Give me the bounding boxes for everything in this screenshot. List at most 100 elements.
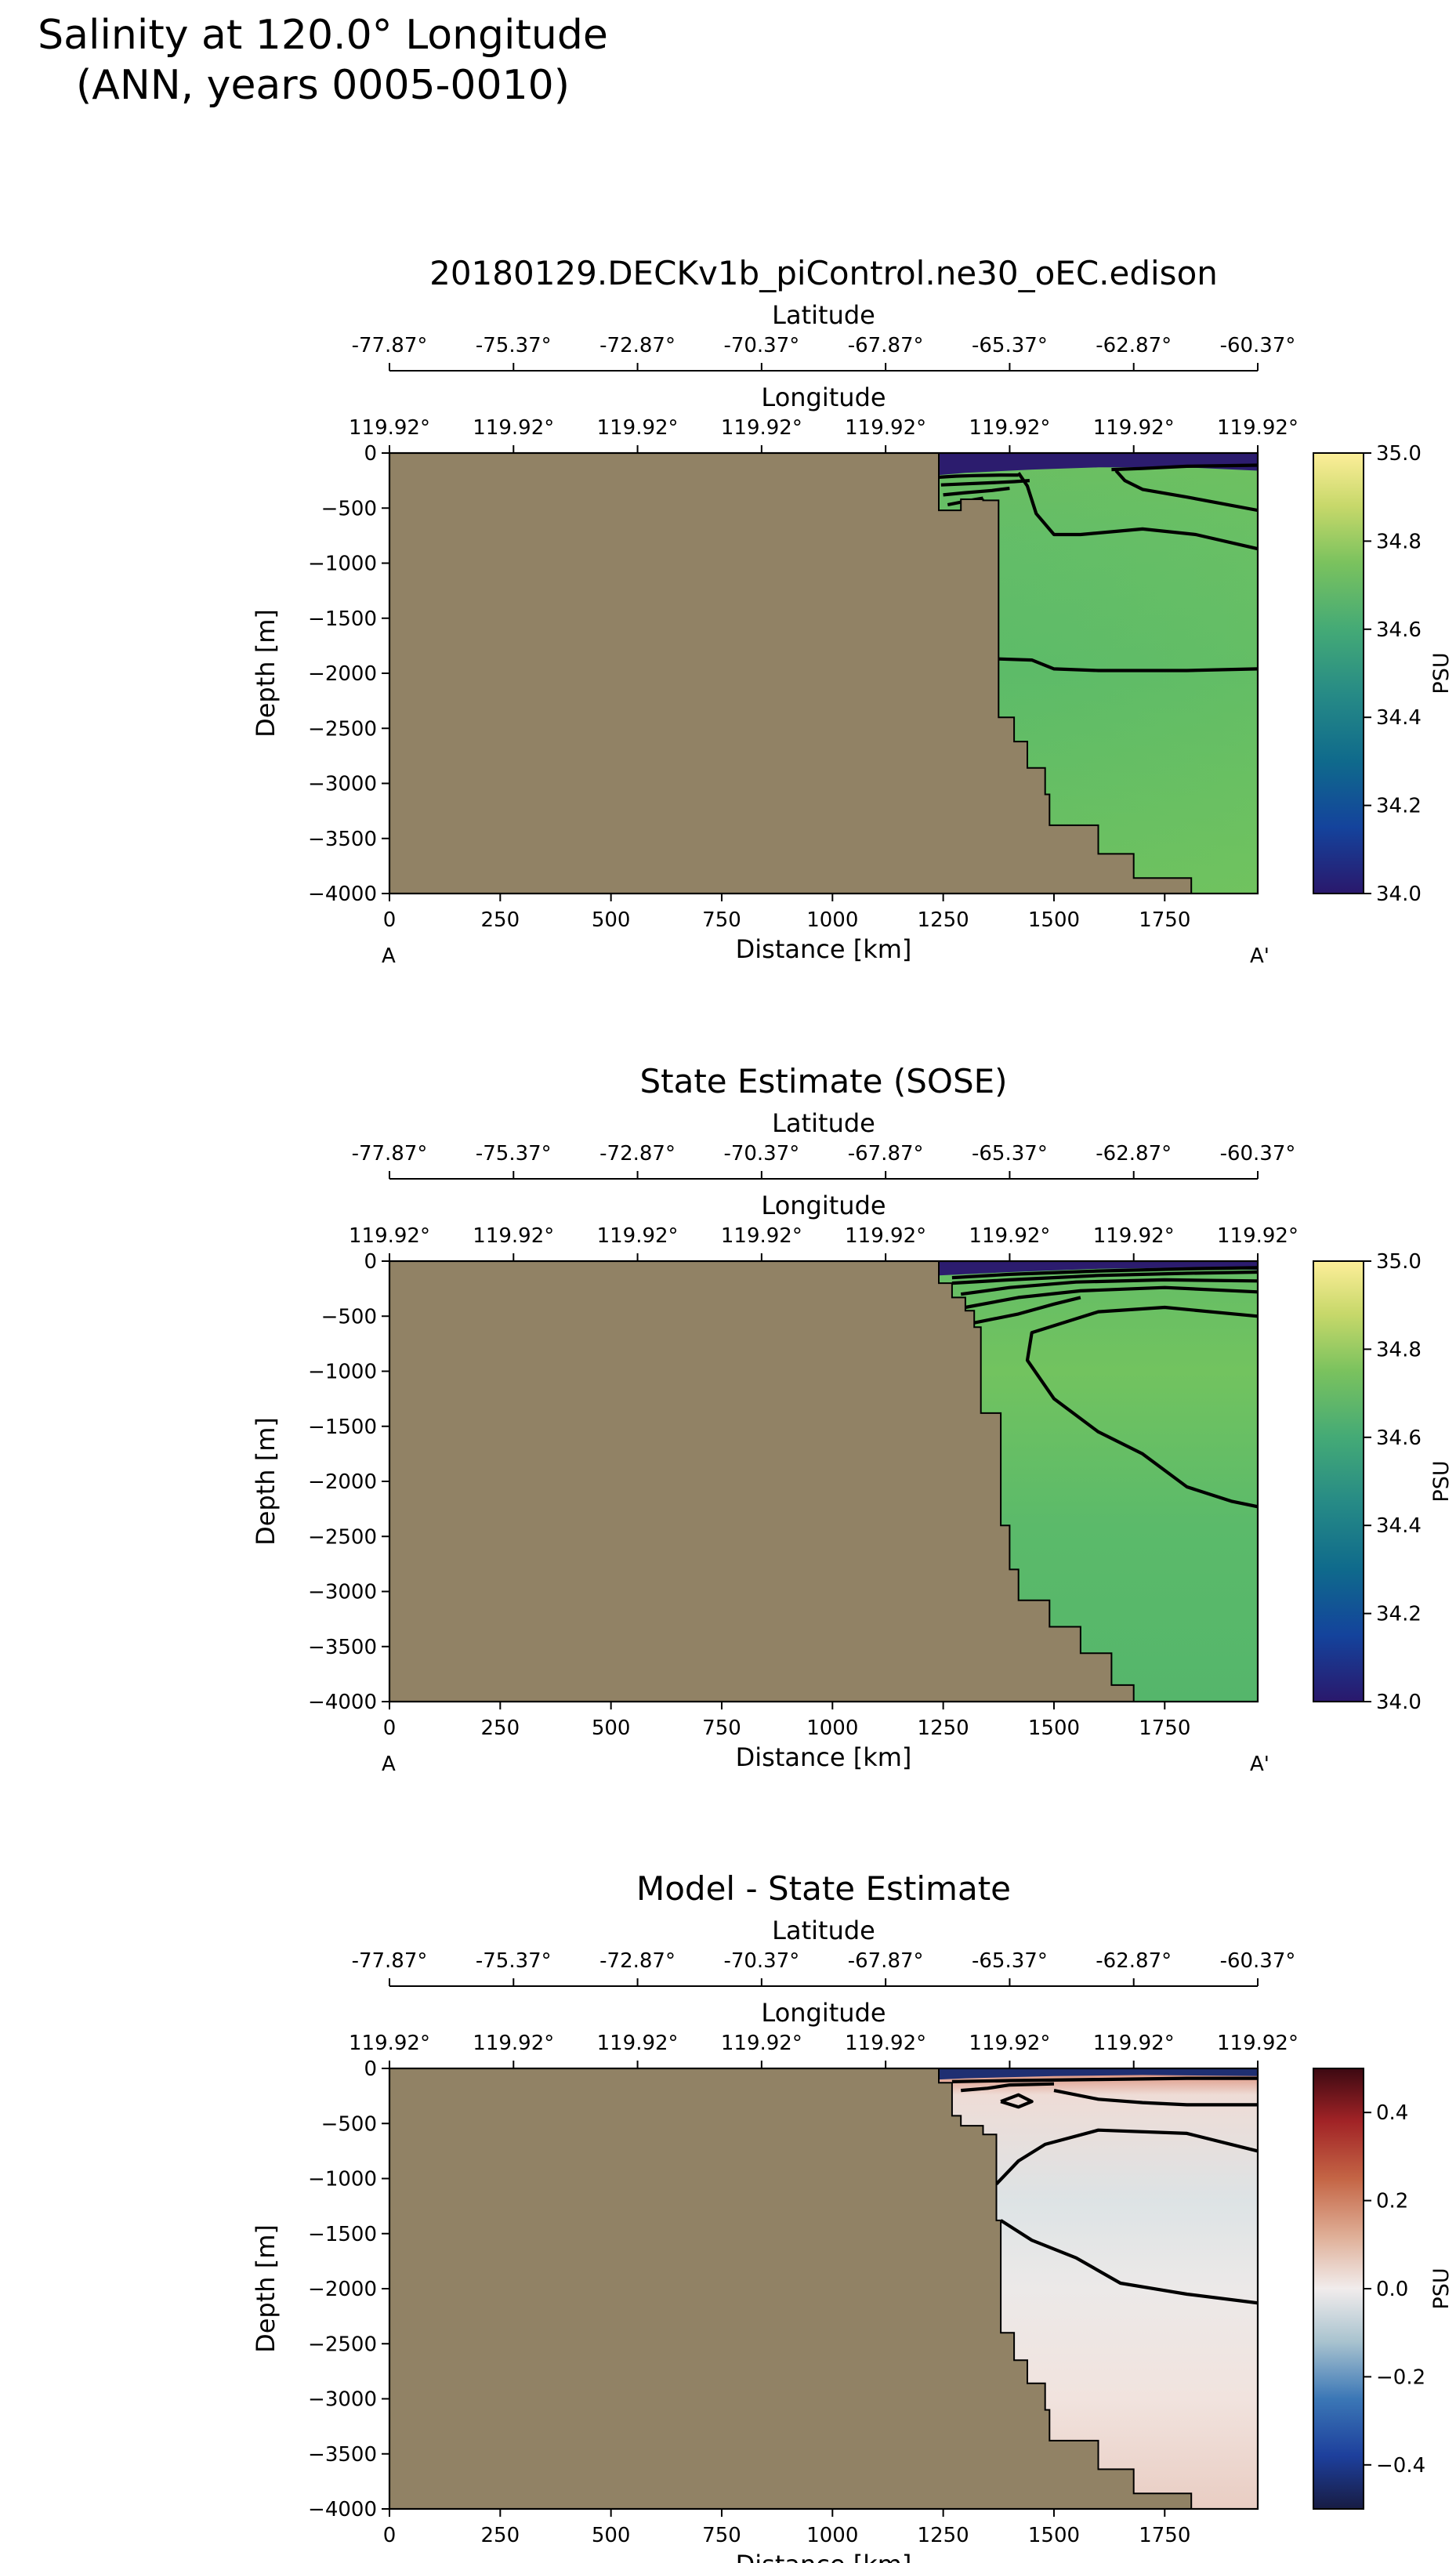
- colorbar-tick-label: 0.2: [1376, 2190, 1408, 2213]
- longitude-tick-label: 119.92°: [721, 1224, 802, 1248]
- contour-line-5: [973, 1296, 1081, 1325]
- contour-line-1: [938, 473, 1019, 479]
- latitude-tick-label: -77.87°: [352, 334, 428, 357]
- section-end-label: A': [1250, 1753, 1269, 1776]
- x-tick-label: 250: [481, 908, 520, 932]
- colorbar-tick-label: 34.8: [1376, 530, 1422, 553]
- contour-line-3: [943, 486, 1010, 497]
- latitude-tick-label: -77.87°: [352, 1949, 428, 1973]
- latitude-axis-label: Latitude: [772, 1108, 875, 1138]
- bathymetry-land: [389, 1261, 1135, 1702]
- longitude-tick-label: 119.92°: [969, 416, 1050, 440]
- contour-line-3: [1000, 2093, 1034, 2109]
- longitude-tick-label: 119.92°: [845, 416, 926, 440]
- latitude-tick-label: -62.87°: [1096, 334, 1172, 357]
- latitude-tick-label: -65.37°: [972, 1949, 1048, 1973]
- latitude-tick-label: -72.87°: [599, 1142, 675, 1165]
- contour-line-3: [960, 1278, 1258, 1296]
- section-end-label: A': [1250, 944, 1269, 968]
- contour-line-4: [1053, 2089, 1258, 2107]
- colorbar-tick-label: 35.0: [1376, 442, 1422, 466]
- latitude-tick-label: -70.37°: [723, 1142, 799, 1165]
- x-tick-label: 1500: [1028, 2524, 1080, 2547]
- contour-line-6: [1025, 1305, 1258, 1509]
- contour-line-4: [965, 1285, 1258, 1310]
- colorbar-tick-label: −0.4: [1376, 2454, 1425, 2478]
- longitude-axis-label: Longitude: [761, 382, 886, 412]
- x-tick-label: 1750: [1139, 2524, 1190, 2547]
- contour-line-6: [999, 2219, 1258, 2305]
- contour-line-7: [1114, 469, 1258, 513]
- y-tick-label: −3500: [308, 828, 377, 851]
- y-tick-label: −1500: [308, 1416, 377, 1439]
- y-tick-label: −500: [321, 2112, 377, 2136]
- y-tick-label: −2000: [308, 662, 377, 686]
- y-tick-label: −4000: [308, 1691, 377, 1714]
- longitude-tick-label: 119.92°: [1217, 1224, 1298, 1248]
- longitude-tick-label: 119.92°: [1093, 416, 1175, 440]
- latitude-tick-label: -60.37°: [1220, 1142, 1296, 1165]
- longitude-tick-label: 119.92°: [473, 416, 554, 440]
- longitude-tick-label: 119.92°: [597, 416, 679, 440]
- y-tick-label: −1000: [308, 553, 377, 576]
- longitude-tick-label: 119.92°: [597, 1224, 679, 1248]
- y-axis-label: Depth [m]: [251, 609, 281, 738]
- longitude-tick-label: 119.92°: [969, 2032, 1050, 2055]
- colorbar-tick-label: 0.4: [1376, 2101, 1408, 2125]
- y-tick-label: −2500: [308, 1525, 377, 1549]
- contour-line-1: [951, 1266, 1258, 1280]
- surface-water-band: [939, 453, 1258, 476]
- latitude-axis-label: Latitude: [772, 1916, 875, 1945]
- surface-water-band: [939, 2068, 1258, 2080]
- y-tick-label: −3000: [308, 773, 377, 796]
- section-start-label: A: [382, 1753, 396, 1776]
- latitude-tick-label: -77.87°: [352, 1142, 428, 1165]
- y-tick-label: −2000: [308, 1470, 377, 1494]
- y-tick-label: −2500: [308, 717, 377, 741]
- longitude-tick-label: 119.92°: [845, 2032, 926, 2055]
- colorbar-tick-label: 34.4: [1376, 1514, 1422, 1538]
- y-tick-label: 0: [364, 2057, 377, 2081]
- x-tick-label: 500: [592, 2524, 631, 2547]
- y-tick-label: −2000: [308, 2278, 377, 2301]
- y-tick-label: −1500: [308, 607, 377, 631]
- plot-area: [389, 2068, 1258, 2509]
- x-tick-label: 1500: [1028, 908, 1080, 932]
- section-start-label: A: [382, 944, 396, 968]
- plot-area: [389, 1261, 1258, 1702]
- longitude-tick-label: 119.92°: [349, 2032, 430, 2055]
- x-tick-label: 1500: [1028, 1717, 1080, 1740]
- y-tick-label: −3500: [308, 2443, 377, 2467]
- x-tick-label: 750: [702, 2524, 741, 2547]
- longitude-tick-label: 119.92°: [1093, 1224, 1175, 1248]
- longitude-tick-label: 119.92°: [1217, 2032, 1298, 2055]
- x-tick-label: 1250: [918, 2524, 969, 2547]
- contour-line-8: [998, 657, 1258, 672]
- latitude-tick-label: -60.37°: [1220, 1949, 1296, 1973]
- x-axis-label: Distance [km]: [736, 1742, 912, 1772]
- longitude-tick-label: 119.92°: [721, 416, 802, 440]
- y-axis-label: Depth [m]: [251, 2224, 281, 2353]
- latitude-tick-label: -65.37°: [972, 1142, 1048, 1165]
- panel-title: 20180129.DECKv1b_piControl.ne30_oEC.edis…: [429, 254, 1218, 292]
- y-tick-label: −1000: [308, 2168, 377, 2191]
- contour-line-1: [951, 2076, 1258, 2083]
- latitude-tick-label: -70.37°: [723, 334, 799, 357]
- x-axis-label: Distance [km]: [736, 934, 912, 964]
- longitude-tick-label: 119.92°: [721, 2032, 802, 2055]
- colorbar: [1313, 452, 1364, 894]
- colorbar-tick-label: 34.2: [1376, 1603, 1422, 1626]
- x-tick-label: 500: [592, 1717, 631, 1740]
- contour-line-2: [940, 479, 1030, 487]
- x-tick-label: 0: [383, 1717, 397, 1740]
- section-end-label: A': [1250, 2560, 1269, 2563]
- panel-title: State Estimate (SOSE): [639, 1062, 1007, 1100]
- colorbar-tick-label: 34.0: [1376, 1691, 1422, 1714]
- latitude-tick-label: -72.87°: [599, 334, 675, 357]
- longitude-tick-label: 119.92°: [473, 2032, 554, 2055]
- longitude-axis-label: Longitude: [761, 1998, 886, 2028]
- y-tick-label: 0: [364, 442, 377, 466]
- x-tick-label: 250: [481, 1717, 520, 1740]
- longitude-tick-label: 119.92°: [349, 416, 430, 440]
- longitude-tick-label: 119.92°: [349, 1224, 430, 1248]
